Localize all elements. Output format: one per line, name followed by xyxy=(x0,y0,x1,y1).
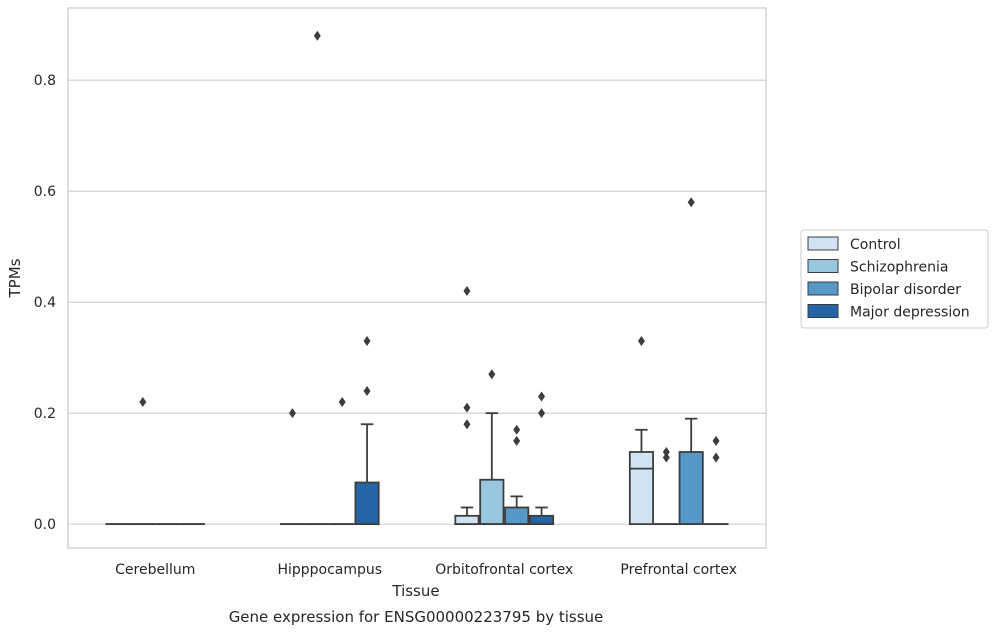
outlier-point xyxy=(463,402,471,413)
y-axis-ticks: 0.0 0.2 0.4 0.6 0.8 xyxy=(34,73,56,533)
x-axis-label: Tissue xyxy=(391,582,439,600)
outlier-point xyxy=(513,424,521,435)
legend-label: Schizophrenia xyxy=(850,260,948,276)
box xyxy=(504,506,530,526)
legend-label: Control xyxy=(850,237,901,253)
outlier-point xyxy=(363,335,371,346)
outlier-point xyxy=(288,408,296,419)
box-group xyxy=(529,391,555,526)
y-tick-label: 0.2 xyxy=(34,406,56,422)
outlier-point xyxy=(538,408,546,419)
box-group xyxy=(628,335,654,526)
box xyxy=(529,514,555,526)
y-tick-label: 0.6 xyxy=(34,184,56,200)
box-group xyxy=(678,197,704,526)
box-group xyxy=(329,397,355,526)
outlier-point xyxy=(463,419,471,430)
box xyxy=(479,478,505,526)
x-tick-label: Hipppocampus xyxy=(277,562,382,578)
plot-frame xyxy=(67,7,767,549)
y-tick-label: 0.0 xyxy=(34,517,56,533)
box xyxy=(454,514,480,526)
box-group xyxy=(479,369,505,526)
legend-label: Bipolar disorder xyxy=(850,282,961,298)
outlier-point xyxy=(712,452,720,463)
box-group xyxy=(354,335,380,526)
outlier-point xyxy=(139,397,147,408)
box-group xyxy=(454,286,480,526)
box-group xyxy=(279,408,305,526)
box xyxy=(628,451,654,526)
legend-label: Major depression xyxy=(850,305,970,321)
outlier-point xyxy=(662,446,670,457)
legend-swatch xyxy=(807,304,839,318)
y-axis-label: TPMs xyxy=(6,258,24,298)
outlier-point xyxy=(662,452,670,463)
x-axis-ticks: Cerebellum Hipppocampus Orbitofrontal cort… xyxy=(115,562,737,578)
x-tick-label: Cerebellum xyxy=(115,562,195,578)
box-group xyxy=(653,446,679,526)
outlier-point xyxy=(687,197,695,208)
outlier-point xyxy=(488,369,496,380)
outlier-point xyxy=(338,397,346,408)
box-group xyxy=(703,435,729,526)
outlier-point xyxy=(538,391,546,402)
legend-frame xyxy=(800,229,989,329)
legend-swatch xyxy=(807,236,839,251)
x-tick-label: Prefrontal cortex xyxy=(620,562,737,578)
box xyxy=(678,451,704,526)
legend-swatch xyxy=(807,259,839,273)
box-group xyxy=(504,424,530,526)
x-tick-label: Orbitofrontal cortex xyxy=(435,562,573,578)
box-group xyxy=(130,397,156,526)
chart-caption: Gene expression for ENSG00000223795 by t… xyxy=(229,608,604,626)
y-tick-label: 0.4 xyxy=(34,295,56,311)
outlier-point xyxy=(712,435,720,446)
box-series xyxy=(105,30,729,526)
outlier-point xyxy=(463,286,471,297)
outlier-point xyxy=(513,435,521,446)
plot-area xyxy=(68,8,766,548)
y-tick-label: 0.8 xyxy=(34,73,56,89)
outlier-point xyxy=(363,385,371,396)
box-group xyxy=(304,30,330,526)
outlier-point xyxy=(637,335,645,346)
legend: Control Schizophrenia Bipolar disorder Majo… xyxy=(800,229,989,329)
legend-swatch xyxy=(807,281,839,296)
box xyxy=(354,481,380,526)
outlier-point xyxy=(313,30,321,41)
